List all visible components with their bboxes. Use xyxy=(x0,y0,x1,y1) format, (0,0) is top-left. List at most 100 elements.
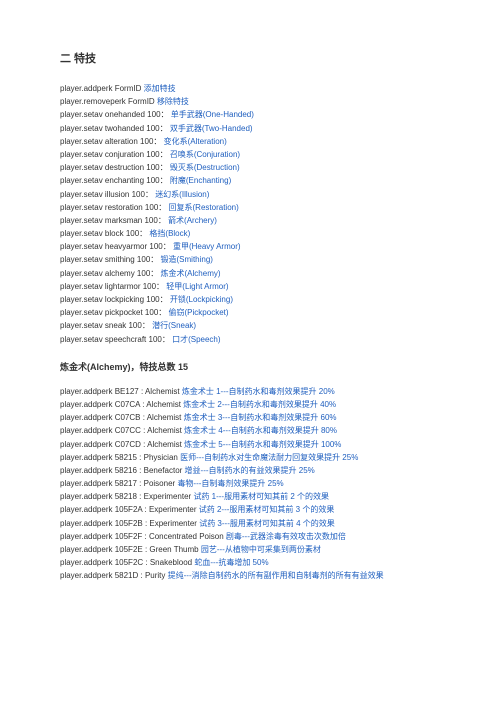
command-code: player.addperk C07CA : Alchemist xyxy=(60,398,181,411)
command-desc: 召唤系(Conjuration) xyxy=(170,150,240,159)
command-code: player.addperk C07CB : Alchemist xyxy=(60,411,181,424)
command-code: player.setav alteration 100： xyxy=(60,135,161,148)
command-code: player.setav speechcraft 100： xyxy=(60,333,170,346)
command-desc: 医师---自制药水对生命魔法耐力回复效果提升 25% xyxy=(180,453,358,462)
command-line: player.setav speechcraft 100： 口才(Speech) xyxy=(60,333,440,346)
command-code: player.setav smithing 100： xyxy=(60,253,158,266)
command-line: player.setav sneak 100： 潜行(Sneak) xyxy=(60,319,440,332)
command-desc: 迷幻系(Illusion) xyxy=(155,190,209,199)
command-line: player.addperk 5821D : Purity 提纯---消除自制药… xyxy=(60,569,440,582)
command-code: player.setav restoration 100： xyxy=(60,201,166,214)
command-line: player.removeperk FormID 移除特技 xyxy=(60,95,440,108)
command-line: player.setav alteration 100： 变化系(Alterat… xyxy=(60,135,440,148)
command-line: player.addperk C07CB : Alchemist 炼金术士 3-… xyxy=(60,411,440,424)
command-desc: 蛇血---抗毒增加 50% xyxy=(194,558,268,567)
command-code: player.addperk 105F2C : Snakeblood xyxy=(60,556,192,569)
command-desc: 开锁(Lockpicking) xyxy=(170,295,233,304)
command-code: player.setav lightarmor 100： xyxy=(60,280,164,293)
command-code: player.addperk 58217 : Poisoner xyxy=(60,477,175,490)
command-line: player.addperk 105F2C : Snakeblood 蛇血---… xyxy=(60,556,440,569)
command-code: player.setav heavyarmor 100： xyxy=(60,240,171,253)
command-desc: 毒物---自制毒剂效果提升 25% xyxy=(177,479,283,488)
command-desc: 试药 2---服用素材可知其前 3 个的效果 xyxy=(199,505,335,514)
command-code: player.addperk 5821D : Purity xyxy=(60,569,165,582)
command-code: player.setav alchemy 100： xyxy=(60,267,158,280)
command-desc: 炼金术士 5---自制药水和毒剂效果提升 100% xyxy=(184,440,341,449)
command-line: player.addperk FormID 添加特技 xyxy=(60,82,440,95)
command-desc: 偷窃(Pickpocket) xyxy=(169,308,229,317)
command-code: player.setav illusion 100： xyxy=(60,188,153,201)
alchemy-title: 炼金术(Alchemy)，特技总数 15 xyxy=(60,360,440,373)
command-code: player.setav enchanting 100： xyxy=(60,174,168,187)
command-line: player.setav smithing 100： 锻造(Smithing) xyxy=(60,253,440,266)
command-line: player.addperk BE127 : Alchemist 炼金术士 1-… xyxy=(60,385,440,398)
command-line: player.addperk 105F2E : Green Thumb 园艺--… xyxy=(60,543,440,556)
command-line: player.addperk 58218 : Experimenter 试药 1… xyxy=(60,490,440,503)
command-desc: 炼金术士 4---自制药水和毒剂效果提升 80% xyxy=(184,426,337,435)
command-desc: 口才(Speech) xyxy=(172,335,220,344)
command-code: player.setav block 100： xyxy=(60,227,147,240)
command-line: player.setav onehanded 100： 单手武器(One-Han… xyxy=(60,108,440,121)
command-desc: 双手武器(Two-Handed) xyxy=(170,124,253,133)
command-desc: 毁灭系(Destruction) xyxy=(170,163,240,172)
command-code: player.removeperk FormID xyxy=(60,95,155,108)
command-line: player.setav lightarmor 100： 轻甲(Light Ar… xyxy=(60,280,440,293)
command-desc: 潜行(Sneak) xyxy=(152,321,196,330)
command-line: player.addperk 105F2B : Experimenter 试药 … xyxy=(60,517,440,530)
command-line: player.setav illusion 100： 迷幻系(Illusion) xyxy=(60,188,440,201)
command-code: player.addperk 58216 : Benefactor xyxy=(60,464,182,477)
command-line: player.setav alchemy 100： 炼金术(Alchemy) xyxy=(60,267,440,280)
command-line: player.setav enchanting 100： 附魔(Enchanti… xyxy=(60,174,440,187)
command-code: player.setav onehanded 100： xyxy=(60,108,169,121)
command-code: player.addperk C07CD : Alchemist xyxy=(60,438,182,451)
command-line: player.setav heavyarmor 100： 重甲(Heavy Ar… xyxy=(60,240,440,253)
command-desc: 提纯---消除自制药水的所有副作用和自制毒剂的所有有益效果 xyxy=(168,571,384,580)
command-code: player.addperk 58215 : Physician xyxy=(60,451,178,464)
command-code: player.addperk 105F2B : Experimenter xyxy=(60,517,197,530)
command-code: player.setav lockpicking 100： xyxy=(60,293,168,306)
command-line: player.setav destruction 100： 毁灭系(Destru… xyxy=(60,161,440,174)
command-code: player.setav sneak 100： xyxy=(60,319,150,332)
command-desc: 添加特技 xyxy=(144,84,176,93)
command-line: player.setav lockpicking 100： 开锁(Lockpic… xyxy=(60,293,440,306)
command-code: player.addperk FormID xyxy=(60,82,141,95)
command-desc: 锻造(Smithing) xyxy=(161,255,213,264)
command-code: player.addperk 105F2F : Concentrated Poi… xyxy=(60,530,224,543)
command-desc: 炼金术士 1---自制药水和毒剂效果提升 20% xyxy=(182,387,335,396)
command-desc: 剧毒---武器涂毒有效攻击次数加倍 xyxy=(226,532,346,541)
alchemy-list: player.addperk BE127 : Alchemist 炼金术士 1-… xyxy=(60,385,440,583)
command-code: player.setav pickpocket 100： xyxy=(60,306,166,319)
command-desc: 变化系(Alteration) xyxy=(164,137,227,146)
section-title: 二 特技 xyxy=(60,50,440,66)
command-line: player.addperk 105F2F : Concentrated Poi… xyxy=(60,530,440,543)
command-code: player.setav destruction 100： xyxy=(60,161,168,174)
command-desc: 炼金术(Alchemy) xyxy=(161,269,221,278)
command-line: player.addperk 58217 : Poisoner 毒物---自制毒… xyxy=(60,477,440,490)
command-code: player.addperk C07CC : Alchemist xyxy=(60,424,182,437)
command-desc: 附魔(Enchanting) xyxy=(170,176,231,185)
command-desc: 增益---自制药水的有益效果提升 25% xyxy=(185,466,315,475)
command-desc: 轻甲(Light Armor) xyxy=(166,282,228,291)
command-desc: 炼金术士 2---自制药水和毒剂效果提升 40% xyxy=(183,400,336,409)
commands-list: player.addperk FormID 添加特技player.removep… xyxy=(60,82,440,346)
command-desc: 单手武器(One-Handed) xyxy=(171,110,254,119)
command-desc: 重甲(Heavy Armor) xyxy=(173,242,241,251)
command-line: player.setav restoration 100： 回复系(Restor… xyxy=(60,201,440,214)
command-line: player.addperk 58216 : Benefactor 增益---自… xyxy=(60,464,440,477)
command-desc: 试药 3---服用素材可知其前 4 个的效果 xyxy=(199,519,335,528)
command-desc: 回复系(Restoration) xyxy=(169,203,239,212)
command-desc: 炼金术士 3---自制药水和毒剂效果提升 60% xyxy=(184,413,337,422)
command-desc: 移除特技 xyxy=(157,97,189,106)
command-desc: 园艺---从植物中可采集到两份素材 xyxy=(201,545,321,554)
command-line: player.addperk C07CC : Alchemist 炼金术士 4-… xyxy=(60,424,440,437)
command-desc: 格挡(Block) xyxy=(149,229,190,238)
command-line: player.addperk 105F2A : Experimenter 试药 … xyxy=(60,503,440,516)
command-line: player.setav pickpocket 100： 偷窃(Pickpock… xyxy=(60,306,440,319)
command-code: player.setav conjuration 100： xyxy=(60,148,168,161)
command-code: player.setav marksman 100： xyxy=(60,214,166,227)
command-code: player.addperk 105F2E : Green Thumb xyxy=(60,543,199,556)
command-line: player.addperk C07CA : Alchemist 炼金术士 2-… xyxy=(60,398,440,411)
command-line: player.setav twohanded 100： 双手武器(Two-Han… xyxy=(60,122,440,135)
command-desc: 箭术(Archery) xyxy=(168,216,217,225)
command-code: player.addperk BE127 : Alchemist xyxy=(60,385,180,398)
